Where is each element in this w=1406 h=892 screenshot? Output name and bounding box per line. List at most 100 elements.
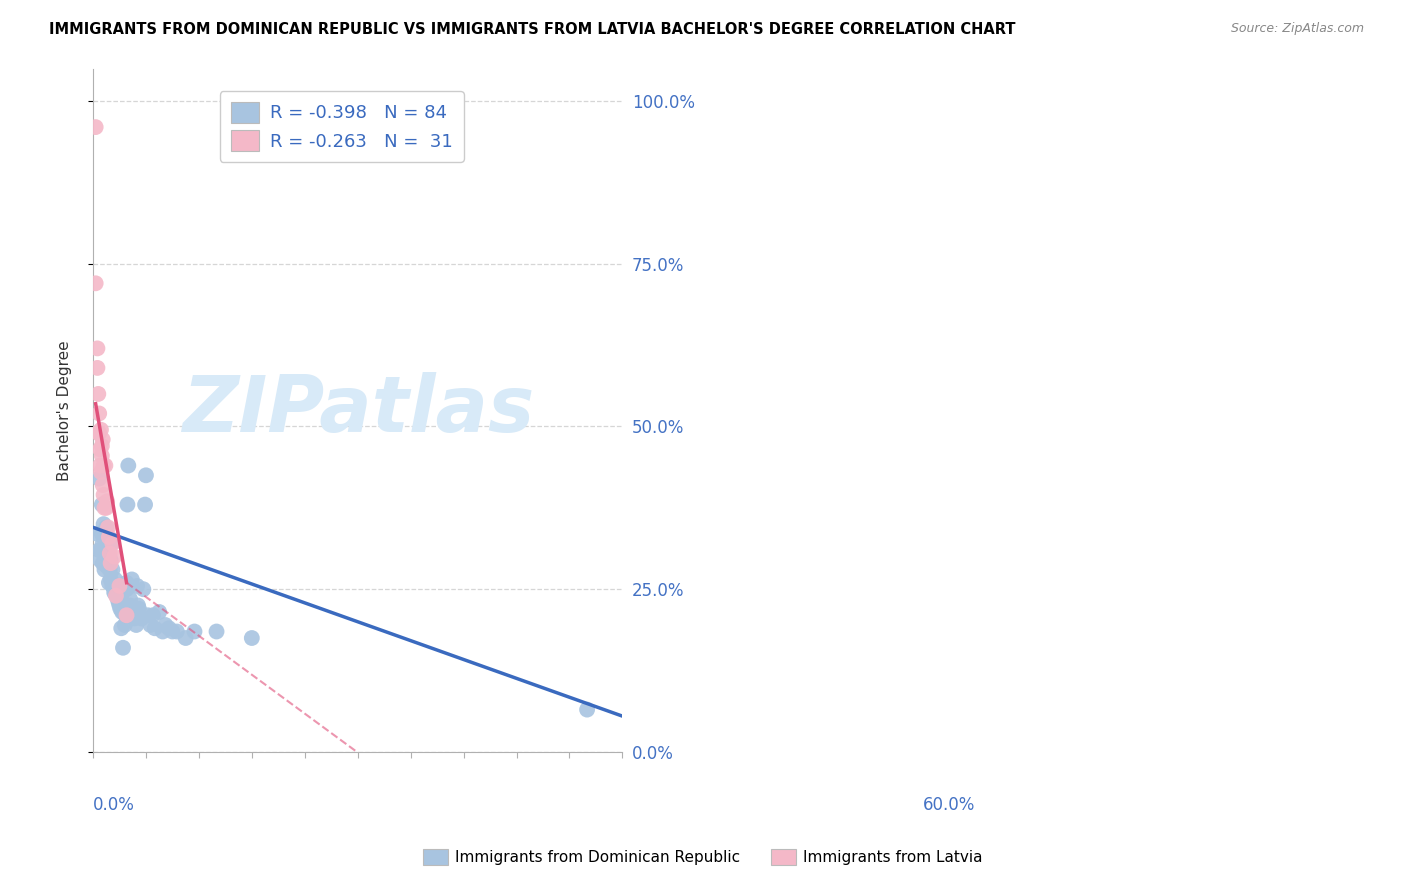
Point xyxy=(94,458,117,473)
Point xyxy=(101,563,124,577)
Point xyxy=(89,543,111,558)
Point xyxy=(97,543,120,558)
Point xyxy=(128,601,150,615)
Point xyxy=(174,631,197,645)
Point xyxy=(90,527,112,541)
Point xyxy=(98,546,121,560)
Point xyxy=(103,549,125,564)
Point xyxy=(93,563,115,577)
Point xyxy=(112,605,135,619)
Point xyxy=(166,624,188,639)
Point xyxy=(93,530,115,544)
Point xyxy=(136,608,159,623)
Point xyxy=(104,589,127,603)
Point xyxy=(89,458,111,473)
Point xyxy=(114,608,136,623)
Point xyxy=(86,342,108,356)
Text: Source: ZipAtlas.com: Source: ZipAtlas.com xyxy=(1230,22,1364,36)
Point xyxy=(96,520,118,534)
Point xyxy=(90,423,112,437)
Point xyxy=(107,589,129,603)
Point xyxy=(111,605,134,619)
Point xyxy=(240,631,263,645)
Point xyxy=(110,601,132,615)
Point xyxy=(152,624,174,639)
Point xyxy=(93,488,115,502)
Point xyxy=(108,579,131,593)
Point xyxy=(89,553,111,567)
Point xyxy=(105,589,128,603)
Point xyxy=(93,543,115,558)
Point xyxy=(98,563,121,577)
Point xyxy=(125,618,148,632)
Point xyxy=(100,536,122,550)
Point xyxy=(90,498,112,512)
Point xyxy=(115,575,138,590)
Point xyxy=(94,553,117,567)
Point xyxy=(111,640,134,655)
Legend: Immigrants from Dominican Republic, Immigrants from Latvia: Immigrants from Dominican Republic, Immi… xyxy=(418,843,988,871)
Point xyxy=(97,530,120,544)
Text: IMMIGRANTS FROM DOMINICAN REPUBLIC VS IMMIGRANTS FROM LATVIA BACHELOR'S DEGREE C: IMMIGRANTS FROM DOMINICAN REPUBLIC VS IM… xyxy=(49,22,1015,37)
Point xyxy=(120,591,142,606)
Point xyxy=(91,478,114,492)
Point xyxy=(183,624,205,639)
Point xyxy=(93,517,115,532)
Point xyxy=(118,579,141,593)
Point xyxy=(127,599,149,613)
Point xyxy=(205,624,228,639)
Point xyxy=(104,585,127,599)
Y-axis label: Bachelor's Degree: Bachelor's Degree xyxy=(58,340,72,481)
Point xyxy=(134,498,156,512)
Point xyxy=(97,546,120,560)
Point xyxy=(107,591,129,606)
Text: 0.0%: 0.0% xyxy=(93,797,135,814)
Point xyxy=(89,425,111,440)
Point xyxy=(128,608,150,623)
Point xyxy=(104,573,127,587)
Point xyxy=(135,468,157,483)
Legend: R = -0.398   N = 84, R = -0.263   N =  31: R = -0.398 N = 84, R = -0.263 N = 31 xyxy=(219,91,464,161)
Point xyxy=(155,618,177,632)
Point xyxy=(90,439,112,453)
Point xyxy=(121,601,143,615)
Point xyxy=(107,585,129,599)
Point xyxy=(101,536,124,550)
Point xyxy=(101,579,124,593)
Point xyxy=(103,579,125,593)
Point xyxy=(121,573,143,587)
Point xyxy=(139,618,162,632)
Point xyxy=(104,579,127,593)
Point xyxy=(87,387,110,401)
Point xyxy=(94,536,117,550)
Point xyxy=(117,458,139,473)
Point xyxy=(108,591,131,606)
Point xyxy=(103,585,125,599)
Point xyxy=(91,433,114,447)
Point xyxy=(114,618,136,632)
Point xyxy=(117,498,139,512)
Point xyxy=(110,589,132,603)
Point xyxy=(91,556,114,570)
Text: ZIPatlas: ZIPatlas xyxy=(181,372,534,448)
Point xyxy=(110,621,132,635)
Point xyxy=(142,608,165,623)
Point xyxy=(97,575,120,590)
Point xyxy=(84,120,107,134)
Point xyxy=(100,573,122,587)
Point xyxy=(90,449,112,463)
Point xyxy=(115,608,138,623)
Point xyxy=(93,458,115,473)
Point xyxy=(90,543,112,558)
Point xyxy=(108,599,131,613)
Point xyxy=(131,611,153,625)
Point xyxy=(143,621,166,635)
Point xyxy=(122,605,145,619)
Point xyxy=(89,471,111,485)
Point xyxy=(86,527,108,541)
Point xyxy=(89,442,111,457)
Point xyxy=(86,360,108,375)
Point xyxy=(91,536,114,550)
Point xyxy=(87,425,110,440)
Point xyxy=(96,543,118,558)
